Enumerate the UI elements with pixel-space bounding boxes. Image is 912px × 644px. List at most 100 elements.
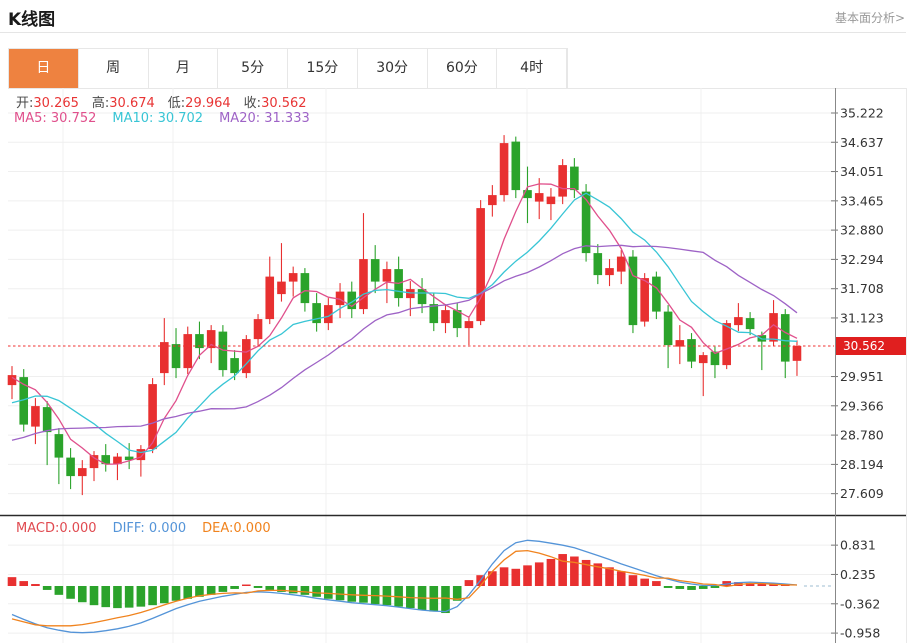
ma20-line [11,244,798,441]
macd-bar-down [288,586,298,594]
candle-down [523,190,532,199]
ma10-line [11,192,798,454]
macd-bar-up [499,567,509,586]
macd-bar-down [300,586,310,595]
macd-bar-down [218,586,228,592]
candle-down [54,434,64,458]
candle-up [616,256,626,272]
candle-down [347,291,357,310]
macd-bar-up [652,581,661,586]
macd-bar-down [441,586,450,614]
dea-line [11,549,798,627]
candle-down [593,253,603,276]
macd-bar-up [570,556,579,586]
main-tick-label: 28.194 [840,457,884,472]
high-value: 30.674 [109,96,155,111]
macd-bar-up [745,583,755,586]
candle-down [511,141,521,191]
candle-up [558,165,567,197]
macd-bar-down [687,586,696,590]
macd-bar-up [757,584,767,586]
low-label: 低: [167,96,186,111]
ma-legend: MA5: 30.752 MA10: 30.702 MA20: 31.333 [14,111,310,126]
main-tick-label: 33.465 [840,193,884,208]
macd-bar-down [77,586,87,603]
candle-down [745,318,755,330]
candle-up [406,289,415,299]
candle-up [722,323,731,366]
candle-down [171,344,181,369]
macd-bar-down [698,586,708,589]
candle-up [288,273,298,282]
candle-down [780,314,790,362]
tab-60min[interactable]: 60分 [428,49,498,88]
tab-5min[interactable]: 5分 [218,49,288,88]
macd-bar-down [663,586,673,588]
candle-up [77,468,87,477]
macd-bar-down [42,586,52,590]
ohlc-legend: 开:30.265 高:30.674 低:29.964 收:30.562 [16,92,320,111]
macd-bar-up [31,584,40,586]
main-tick-label: 29.366 [840,398,884,413]
tab-month[interactable]: 月 [149,49,219,88]
close-value: 30.562 [261,96,307,111]
tab-week[interactable]: 周 [79,49,149,88]
period-tab-bar: 日周月 5分 15分 30分 60分 4时 [8,48,568,89]
macd-bar-down [160,586,169,604]
macd-bar-down [347,586,357,602]
main-tick-label: 34.051 [840,164,884,179]
fundamental-analysis-link[interactable]: 基本面分析> [834,11,905,25]
tab-day[interactable]: 日 [9,49,79,88]
candle-down [19,377,29,425]
macd-bar-down [171,586,181,601]
candlestick-chart[interactable]: 35.222 34.637 34.051 33.465 32.880 32.294 31.7… [0,88,912,644]
candle-up [476,208,485,322]
macd-value-legend: MACD:0.000 [16,521,97,536]
tab-15min[interactable]: 15分 [288,49,358,88]
candle-up [605,268,614,276]
macd-legend: MACD:0.000 DIFF: 0.000 DEA:0.000 [16,521,271,536]
main-tick-label: 34.637 [840,135,884,150]
macd-bar-up [242,584,251,586]
candle-up [160,342,169,374]
macd-bar-up [616,571,626,586]
page-title: K线图 [8,10,56,30]
candle-down [124,456,134,461]
macd-bar-up [546,558,556,586]
candle-up [499,143,509,196]
candle-down [370,259,380,282]
main-tick-label: 31.708 [840,281,884,296]
tab-4hour[interactable]: 4时 [497,49,567,88]
candle-down [101,455,111,465]
high-label: 高: [91,96,110,111]
macd-bar-up [511,568,521,586]
close-label: 收: [243,96,262,111]
candle-down [628,256,638,326]
macd-bar-down [101,586,111,608]
macd-bar-up [464,580,474,586]
macd-bar-up [19,581,29,586]
candle-up [359,259,368,310]
macd-bar-down [335,586,345,601]
candle-up [640,278,649,322]
candle-up [534,193,544,202]
candle-up [277,281,286,295]
macd-tick-label: -0.362 [840,596,880,611]
candle-up [734,317,743,326]
macd-bar-up [7,577,17,586]
macd-bar-down [312,586,321,597]
macd-bar-down [206,586,216,595]
candle-down [230,358,239,374]
macd-bar-down [148,586,157,606]
candle-up [206,330,216,349]
tab-30min[interactable]: 30分 [358,49,428,88]
macd-tick-label: 0.235 [840,567,876,582]
macd-bar-up [605,567,614,586]
candle-down [452,310,462,329]
candle-up [792,346,802,361]
open-label: 开: [16,96,34,111]
macd-tick-label: -0.958 [840,626,880,641]
candle-down [663,311,673,346]
candle-up [253,319,263,340]
